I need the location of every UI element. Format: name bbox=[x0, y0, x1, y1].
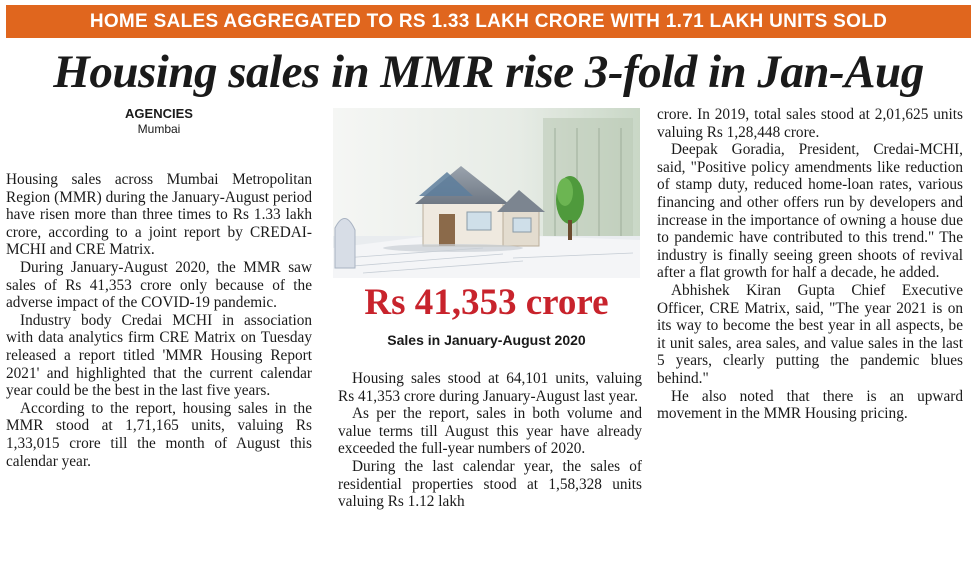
headline: Housing sales in MMR rise 3-fold in Jan-… bbox=[53, 46, 924, 98]
house-model-photo bbox=[333, 108, 640, 278]
article-column-2: Housing sales stood at 64,101 units, val… bbox=[338, 370, 642, 511]
paragraph: Housing sales across Mumbai Metropolitan… bbox=[6, 171, 312, 259]
paragraph: Housing sales stood at 64,101 units, val… bbox=[338, 370, 642, 405]
byline: AGENCIES Mumbai bbox=[6, 106, 312, 137]
paragraph: During January-August 2020, the MMR saw … bbox=[6, 258, 312, 312]
kicker-banner: HOME SALES AGGREGATED TO RS 1.33 LAKH CR… bbox=[6, 5, 971, 38]
paragraph: Deepak Goradia, President, Credai-MCHI, … bbox=[657, 141, 963, 282]
paragraph: During the last calendar year, the sales… bbox=[338, 457, 642, 511]
article-column-1: AGENCIES Mumbai Housing sales across Mum… bbox=[6, 106, 312, 470]
paragraph: According to the report, housing sales i… bbox=[6, 399, 312, 470]
figure-amount: Rs 41,353 crore bbox=[364, 282, 609, 323]
paragraph: crore. In 2019, total sales stood at 2,0… bbox=[657, 106, 963, 141]
byline-city: Mumbai bbox=[137, 122, 181, 136]
paragraph: Abhishek Kiran Gupta Chief Executive Off… bbox=[657, 281, 963, 387]
paragraph: Industry body Credai MCHI in association… bbox=[6, 311, 312, 400]
article-column-3: crore. In 2019, total sales stood at 2,0… bbox=[657, 106, 963, 423]
paragraph: As per the report, sales in both volume … bbox=[338, 405, 642, 458]
paragraph: He also noted that there is an upward mo… bbox=[657, 387, 963, 423]
figure-caption: Sales in January-August 2020 bbox=[387, 332, 586, 348]
byline-agency: AGENCIES bbox=[125, 106, 193, 121]
